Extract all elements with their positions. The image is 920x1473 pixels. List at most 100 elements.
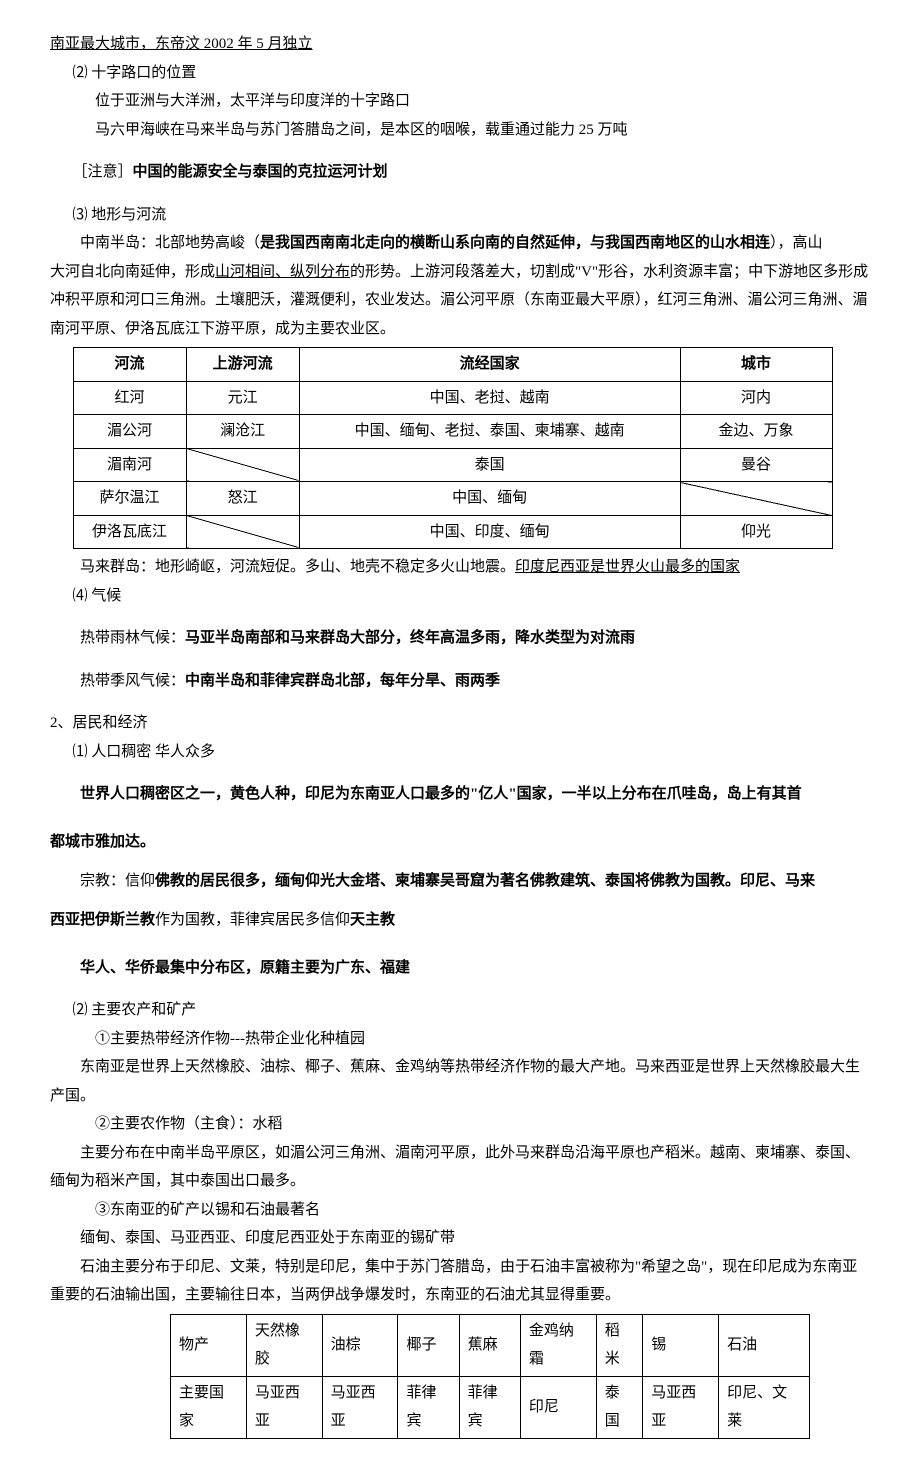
table-row: 伊洛瓦底江中国、印度、缅甸仰光 [73, 515, 832, 549]
sec2-2-i3-b2: 石油主要分布于印尼、文莱，特别是印尼，集中于苏门答腊岛，由于石油丰富被称为"希望… [50, 1253, 870, 1310]
cell-river: 湄南河 [73, 448, 186, 482]
climate-1-b: 马亚半岛南部和马来群岛大部分，终年高温多雨，降水类型为对流雨 [185, 630, 635, 646]
climate-1: 热带雨林气候：马亚半岛南部和马来群岛大部分，终年高温多雨，降水类型为对流雨 [50, 624, 870, 653]
note-body: 中国的能源安全与泰国的克拉运河计划 [133, 164, 388, 180]
sec-1-4-title: ⑷ 气候 [50, 582, 870, 611]
sec-1-2-title: ⑵ 十字路口的位置 [50, 59, 870, 88]
rivers-h0: 河流 [73, 348, 186, 382]
cell-countries: 泰国 [299, 448, 680, 482]
sec2-2-i1-t: ①主要热带经济作物---热带企业化种植园 [50, 1025, 870, 1054]
climate-2: 热带季风气候：中南半岛和菲律宾群岛北部，每年分旱、雨两季 [50, 667, 870, 696]
rivers-table: 河流 上游河流 流经国家 城市 红河元江中国、老挝、越南河内湄公河澜沧江中国、缅… [73, 347, 833, 549]
table-row: 湄公河澜沧江中国、缅甸、老挝、泰国、柬埔寨、越南金边、万象 [73, 415, 832, 449]
sec-1-3-para2: 大河自北向南延伸，形成山河相间、纵列分布的形势。上游河段落差大，切割成"V"形谷… [50, 258, 870, 344]
cell-upstream: 澜沧江 [186, 415, 299, 449]
sec2-2-i1-b: 东南亚是世界上天然橡胶、油棕、椰子、蕉麻、金鸡纳等热带经济作物的最大产地。马来西… [50, 1053, 870, 1110]
products-cell: 泰国 [596, 1376, 643, 1438]
cell-river: 红河 [73, 381, 186, 415]
sec2-2-i2-t: ②主要农作物（主食）：水稻 [50, 1110, 870, 1139]
sec2-title: 2、居民和经济 [50, 709, 870, 738]
cell-river: 萨尔温江 [73, 482, 186, 516]
p1-c: ），高山 [770, 235, 823, 251]
p3-b: 印度尼西亚是世界火山最多的国家 [515, 559, 740, 575]
p1-b: 是我国西南南北走向的横断山系向南的自然延伸，与我国西南地区的山水相连 [260, 235, 770, 251]
products-cell: 金鸡纳霜 [520, 1314, 596, 1376]
sec-1-2-line1: 位于亚洲与大洋洲，太平洋与印度洋的十字路口 [50, 87, 870, 116]
rivers-h1: 上游河流 [186, 348, 299, 382]
cell-countries: 中国、老挝、越南 [299, 381, 680, 415]
products-cell: 马亚西亚 [322, 1376, 398, 1438]
p2-a: 大河自北向南延伸，形成 [50, 264, 215, 280]
products-table: 物产天然橡胶油棕椰子蕉麻金鸡纳霜稻米锡石油 主要国家马亚西亚马亚西亚菲律宾菲律宾… [170, 1314, 810, 1439]
cell-upstream: 元江 [186, 381, 299, 415]
products-cell: 椰子 [398, 1314, 459, 1376]
products-cell: 油棕 [322, 1314, 398, 1376]
cell-countries: 中国、缅甸、老挝、泰国、柬埔寨、越南 [299, 415, 680, 449]
cell-upstream [186, 515, 299, 549]
p1-a: 中南半岛：北部地势高峻（ [80, 235, 260, 251]
products-cell: 马亚西亚 [246, 1376, 322, 1438]
products-cell: 锡 [643, 1314, 719, 1376]
cell-city: 金边、万象 [680, 415, 832, 449]
products-cell: 稻米 [596, 1314, 643, 1376]
sec2-2-title: ⑵ 主要农产和矿产 [50, 996, 870, 1025]
rel-a: 宗教：信仰 [80, 873, 155, 889]
products-row1: 物产天然橡胶油棕椰子蕉麻金鸡纳霜稻米锡石油 [171, 1314, 810, 1376]
note-prefix: ［注意］ [73, 164, 133, 180]
rel-c: 的居民很多，缅甸仰光大金塔、柬埔寨吴哥窟为著名佛教建筑、泰国将佛教为国教。印尼、… [185, 873, 815, 889]
products-cell: 物产 [171, 1314, 247, 1376]
cell-city: 河内 [680, 381, 832, 415]
sec2-2-i3-b1: 缅甸、泰国、马亚西亚、印度尼西亚处于东南亚的锡矿带 [50, 1224, 870, 1253]
sec2-2-i2-b: 主要分布在中南半岛平原区，如湄公河三角洲、湄南河平原，此外马来群岛沿海平原也产稻… [50, 1139, 870, 1196]
cell-city: 曼谷 [680, 448, 832, 482]
table-row: 红河元江中国、老挝、越南河内 [73, 381, 832, 415]
cell-upstream [186, 448, 299, 482]
rivers-h2: 流经国家 [299, 348, 680, 382]
products-cell: 菲律宾 [398, 1376, 459, 1438]
rel-b: 佛教 [155, 873, 185, 889]
sec-1-3-para3: 马来群岛：地形崎岖，河流短促。多山、地壳不稳定多火山地震。印度尼西亚是世界火山最… [50, 553, 870, 582]
table-row: 萨尔温江怒江中国、缅甸 [73, 482, 832, 516]
sec2-1-p1: 世界人口稠密区之一，黄色人种，印尼为东南亚人口最多的"亿人"国家，一半以上分布在… [50, 780, 870, 809]
climate-1-a: 热带雨林气候： [80, 630, 185, 646]
note-line: ［注意］中国的能源安全与泰国的克拉运河计划 [50, 158, 870, 187]
p3-a: 马来群岛：地形崎岖，河流短促。多山、地壳不稳定多火山地震。 [80, 559, 515, 575]
top-line: 南亚最大城市，东帝汶 2002 年 5 月独立 [50, 30, 870, 59]
sec2-1-p1b: 都城市雅加达。 [50, 823, 870, 862]
cell-river: 湄公河 [73, 415, 186, 449]
sec2-1-hua: 华人、华侨最集中分布区，原籍主要为广东、福建 [50, 954, 870, 983]
climate-2-b: 中南半岛和菲律宾群岛北部，每年分旱、雨两季 [185, 673, 500, 689]
products-cell: 蕉麻 [459, 1314, 520, 1376]
sec-1-3-para1: 中南半岛：北部地势高峻（是我国西南南北走向的横断山系向南的自然延伸，与我国西南地… [50, 229, 870, 258]
rel-g: 天主教 [350, 912, 395, 928]
products-cell: 马亚西亚 [643, 1376, 719, 1438]
top-line-text: 南亚最大城市，东帝汶 2002 年 5 月独立 [50, 36, 313, 52]
products-cell: 菲律宾 [459, 1376, 520, 1438]
sec-1-3-title: ⑶ 地形与河流 [50, 201, 870, 230]
products-cell: 天然橡胶 [246, 1314, 322, 1376]
cell-upstream: 怒江 [186, 482, 299, 516]
products-cell: 印尼、文莱 [719, 1376, 810, 1438]
rivers-header-row: 河流 上游河流 流经国家 城市 [73, 348, 832, 382]
sec2-1-religion: 宗教：信仰佛教的居民很多，缅甸仰光大金塔、柬埔寨吴哥窟为著名佛教建筑、泰国将佛教… [50, 862, 870, 901]
cell-city [680, 482, 832, 516]
rel-d: 西亚把 [50, 912, 95, 928]
products-cell: 主要国家 [171, 1376, 247, 1438]
rel-f: 作为国教，菲律宾居民多信仰 [155, 912, 350, 928]
cell-river: 伊洛瓦底江 [73, 515, 186, 549]
products-cell: 石油 [719, 1314, 810, 1376]
sec2-1-religion2: 西亚把伊斯兰教作为国教，菲律宾居民多信仰天主教 [50, 901, 870, 940]
rivers-h3: 城市 [680, 348, 832, 382]
climate-2-a: 热带季风气候： [80, 673, 185, 689]
sec-1-2-line2: 马六甲海峡在马来半岛与苏门答腊岛之间，是本区的咽喉，载重通过能力 25 万吨 [50, 116, 870, 145]
sec2-2-i3-t: ③东南亚的矿产以锡和石油最著名 [50, 1196, 870, 1225]
rel-e: 伊斯兰教 [95, 912, 155, 928]
cell-city: 仰光 [680, 515, 832, 549]
products-row2: 主要国家马亚西亚马亚西亚菲律宾菲律宾印尼泰国马亚西亚印尼、文莱 [171, 1376, 810, 1438]
sec2-1-title: ⑴ 人口稠密 华人众多 [50, 738, 870, 767]
cell-countries: 中国、缅甸 [299, 482, 680, 516]
sec2-1-p1a: 世界人口稠密区之一，黄色人种，印尼为东南亚人口最多的"亿人"国家，一半以上分布在… [80, 786, 802, 802]
p2-b: 山河相间、纵列分布 [215, 264, 350, 280]
table-row: 湄南河 泰国曼谷 [73, 448, 832, 482]
products-cell: 印尼 [520, 1376, 596, 1438]
